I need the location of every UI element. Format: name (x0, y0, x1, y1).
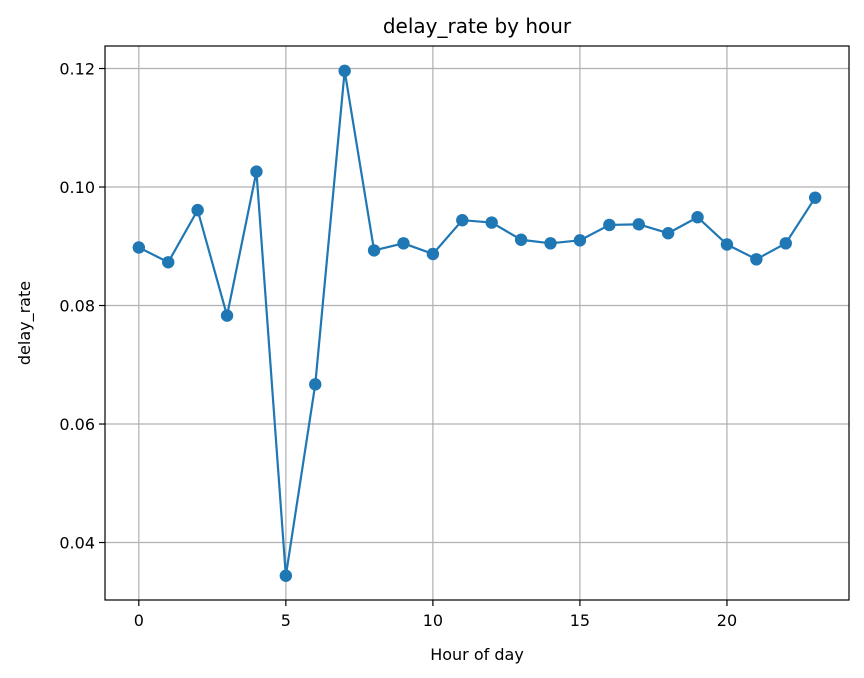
y-axis-label: delay_rate (15, 281, 35, 365)
data-point (808, 191, 822, 204)
data-point (603, 218, 616, 232)
data-point (750, 253, 763, 266)
data-point (367, 244, 381, 257)
data-point (514, 233, 528, 246)
data-point (456, 213, 469, 227)
x-axis-label: Hour of day (430, 645, 524, 664)
data-point (279, 569, 293, 582)
data-point (250, 165, 263, 178)
plot-frame (104, 45, 850, 601)
data-point (191, 203, 204, 217)
data-point (162, 256, 175, 269)
data-point (397, 237, 410, 250)
data-point (691, 211, 704, 224)
y-tick-label: 0.10 (59, 178, 95, 197)
data-point (132, 241, 146, 254)
x-tick-label: 15 (570, 611, 590, 630)
grid (105, 46, 849, 600)
data-point (632, 218, 645, 231)
chart-title: delay_rate by hour (383, 14, 572, 38)
data-point (338, 64, 351, 78)
x-tick-label: 5 (281, 611, 291, 630)
data-point (309, 378, 322, 391)
data-point (661, 227, 675, 240)
x-tick-label: 10 (423, 611, 443, 630)
y-tick-label: 0.08 (59, 297, 95, 316)
data-point (544, 237, 557, 250)
data-point (779, 237, 792, 250)
data-point (426, 247, 440, 261)
data-point (485, 216, 498, 229)
data-point (220, 309, 234, 322)
x-tick-label: 0 (134, 611, 144, 630)
series (132, 64, 822, 582)
x-tick-label: 20 (717, 611, 737, 630)
y-tick-label: 0.04 (59, 534, 95, 553)
data-point (720, 238, 734, 251)
data-point (573, 234, 587, 247)
y-tick-label: 0.12 (59, 60, 95, 79)
axis-ticks: 0 5 10 15 20 0.04 0.06 0.08 0.10 0.12 (59, 60, 737, 630)
series-line (138, 69, 817, 577)
y-tick-label: 0.06 (59, 415, 95, 434)
